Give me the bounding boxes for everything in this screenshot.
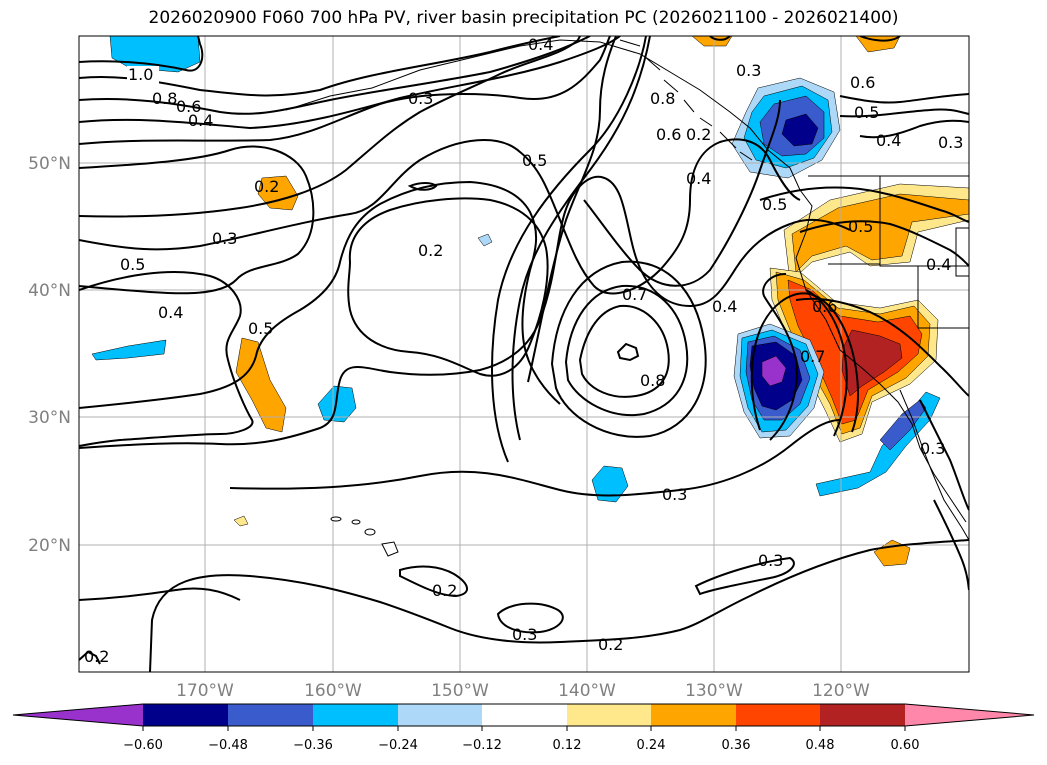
colorbar-segment	[13, 704, 143, 726]
colorbar-tick-label: −0.24	[378, 738, 418, 753]
contour-label: 0.5	[854, 103, 879, 122]
contour-label: 0.4	[712, 297, 737, 316]
colorbar-segment	[143, 704, 228, 726]
contour-label: 0.2	[432, 581, 457, 600]
shade-negative-west-strip	[91, 339, 167, 361]
contour-label: 0.2	[418, 241, 443, 260]
contour-label: 0.3	[920, 439, 945, 458]
shade-positive-top	[691, 36, 733, 47]
pv-contours	[79, 36, 969, 672]
precipitation-shading	[91, 36, 969, 567]
shade-positive-tiny	[233, 515, 249, 527]
lon-label: 170°W	[176, 681, 234, 701]
coast-alaska-islands	[619, 39, 753, 161]
coastlines	[285, 39, 969, 541]
colorbar-tick-labels: −0.60 −0.48 −0.36 −0.24 −0.12 0.12 0.24 …	[123, 738, 919, 753]
lat-label: 30°N	[28, 408, 71, 428]
lon-label: 150°W	[431, 681, 489, 701]
colorbar-tick-label: 0.12	[553, 738, 582, 753]
map-title: 2026020900 F060 700 hPa PV, river basin …	[148, 8, 899, 28]
contour-label: 0.5	[522, 151, 547, 170]
colorbar-tick-label: 0.48	[806, 738, 835, 753]
contour-label: 0.7	[800, 347, 825, 366]
coast-baja	[899, 389, 969, 541]
contour-label: 0.8	[152, 89, 177, 108]
longitude-labels: 170°W 160°W 150°W 140°W 130°W 120°W	[176, 681, 870, 701]
contour-label: 0.3	[736, 61, 761, 80]
colorbar-tick-label: 0.36	[722, 738, 751, 753]
contour-label: 0.2	[254, 177, 279, 196]
colorbar-tick-label: −0.12	[462, 738, 502, 753]
shade-negative-socal-mid	[879, 399, 927, 451]
shade-negative-central	[317, 385, 357, 423]
contour-label: 0.5	[848, 217, 873, 236]
contour-label: 0.4	[188, 111, 213, 130]
contour-label: 0.4	[876, 131, 901, 150]
contour-label: 0.2	[598, 635, 623, 654]
map-area: 1.0 0.8 0.6 0.4 0.4 0.3 0.3 0.2 0.2 0.5 …	[79, 35, 969, 672]
colorbar-tick-label: −0.36	[293, 738, 333, 753]
contour-label: 0.8	[640, 371, 665, 390]
lon-label: 120°W	[812, 681, 870, 701]
contour-label: 0.3	[662, 485, 687, 504]
colorbar-segment	[905, 704, 1034, 726]
shade-negative-bc-core	[781, 113, 819, 147]
lat-label: 20°N	[28, 536, 71, 556]
colorbar-segment	[398, 704, 482, 726]
colorbar-tick-marks	[142, 726, 906, 731]
contour-label: 1.0	[128, 65, 153, 84]
shade-positive-west-mid	[235, 337, 287, 433]
contour-label: 0.7	[622, 285, 647, 304]
colorbar-segment	[228, 704, 313, 726]
shade-negative-offshore-core	[761, 355, 787, 387]
lon-label: 160°W	[304, 681, 362, 701]
contour-label: 0.5	[762, 195, 787, 214]
contour-label: 0.4	[926, 255, 951, 274]
contour-label: 0.6	[850, 73, 875, 92]
border-states	[828, 176, 969, 329]
contour-label: 0.5	[248, 319, 273, 338]
contour-label: 0.4	[158, 303, 183, 322]
colorbar: −0.60 −0.48 −0.36 −0.24 −0.12 0.12 0.24 …	[12, 703, 1035, 753]
contour-label: 0.3	[212, 229, 237, 248]
contour-label: 0.6	[812, 297, 837, 316]
colorbar-tick-label: 0.60	[891, 738, 920, 753]
lat-label: 50°N	[28, 154, 71, 174]
map-frame	[78, 35, 970, 673]
contour-label: 0.4	[686, 169, 711, 188]
colorbar-segment	[736, 704, 820, 726]
contour-label: 0.3	[938, 133, 963, 152]
contour-label: 0.2	[84, 647, 109, 666]
shade-negative-tiny	[477, 233, 493, 247]
lat-label: 40°N	[28, 281, 71, 301]
latitude-labels: 50°N 40°N 30°N 20°N	[28, 154, 71, 556]
hawaii-islands	[330, 516, 399, 557]
lon-label: 140°W	[558, 681, 616, 701]
contour-label: 0.3	[408, 89, 433, 108]
colorbar-segment	[567, 704, 651, 726]
colorbar-segment	[482, 704, 567, 726]
colorbar-tick-label: −0.60	[123, 738, 163, 753]
contour-label: 0.2	[686, 125, 711, 144]
coast-alaska	[285, 39, 967, 523]
colorbar-segment	[820, 704, 905, 726]
colorbar-tick-label: 0.24	[637, 738, 666, 753]
colorbar-segment	[651, 704, 736, 726]
contour-labels: 1.0 0.8 0.6 0.4 0.4 0.3 0.3 0.2 0.2 0.5 …	[84, 35, 963, 666]
contour-label: 0.6	[176, 97, 201, 116]
contour-label: 0.3	[512, 625, 537, 644]
lon-label: 130°W	[685, 681, 743, 701]
shade-negative-subtropics	[591, 465, 629, 503]
contour-label: 0.5	[120, 255, 145, 274]
contour-label: 0.8	[650, 89, 675, 108]
shade-positive-west-label	[257, 175, 299, 211]
contour-label: 0.3	[758, 551, 783, 570]
contour-label: 0.6	[656, 125, 681, 144]
contour-label: 0.4	[528, 35, 553, 54]
colorbar-segment	[313, 704, 398, 726]
colorbar-tick-label: −0.48	[208, 738, 248, 753]
